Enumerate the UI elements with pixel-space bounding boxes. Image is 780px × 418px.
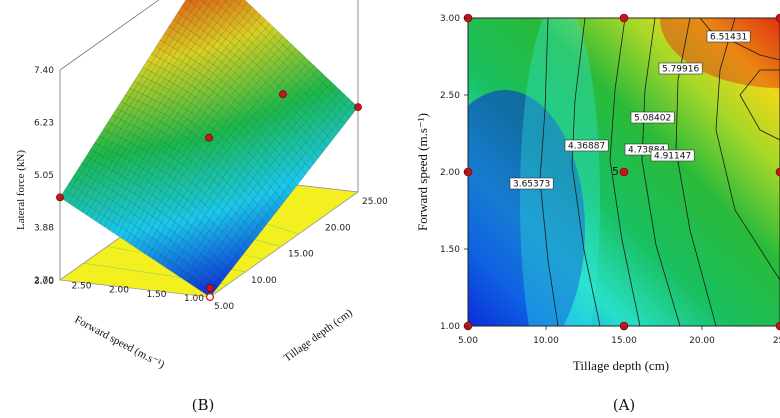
- contour-design-point: [775, 321, 780, 331]
- x-tick-label: 20.00: [689, 336, 715, 346]
- mid-region-shade: [520, 18, 600, 326]
- x-tick-label: 10.00: [533, 336, 559, 346]
- contour-line: [609, 18, 641, 326]
- contour-design-point: [619, 13, 629, 23]
- box-edge-top-back: [59, 0, 160, 71]
- contour-line: [641, 18, 681, 326]
- surface-cell: [223, 0, 228, 2]
- panel-label-a: (A): [613, 396, 636, 414]
- low-region-shade: [468, 90, 585, 326]
- x-axis-label: Tillage depth (cm): [282, 307, 355, 365]
- panel-label-b: (B): [192, 396, 215, 414]
- contour-design-point: [619, 167, 629, 177]
- x-tick-label: 5.00: [458, 336, 478, 346]
- z-tick-label: 7.40: [34, 66, 54, 76]
- contour-x-ticks: 5.00 10.00 15.00 20.00 25.: [458, 326, 780, 346]
- design-point-floor: [206, 293, 215, 302]
- design-point: [354, 103, 362, 112]
- contour-label: 5.08402: [634, 114, 671, 124]
- surface-plot-panel: 2.70 3.88 5.05 6.23 7.40 1.00 1.50 2.00 2.50 3.0…: [15, 0, 388, 414]
- y-tick-label: 1.00: [440, 322, 460, 332]
- contour-y-axis-label: Forward speed (m.s⁻¹): [415, 113, 430, 231]
- y-tick-label: 2.00: [440, 168, 460, 178]
- x-tick-label: 10.00: [251, 276, 277, 286]
- center-point-count: 5: [612, 165, 619, 178]
- contour-label-box: [706, 30, 751, 43]
- contour-x-axis-label: Tillage depth (cm): [573, 358, 669, 373]
- z-axis-ticks: 2.70 3.88 5.05 6.23 7.40: [34, 66, 54, 286]
- contour-label: 3.65373: [513, 180, 550, 190]
- z-axis-label: Lateral force (kN): [15, 150, 27, 230]
- y-tick-label: 3.00: [440, 14, 460, 24]
- contour-line: [715, 18, 780, 281]
- design-point: [205, 133, 213, 142]
- design-point: [279, 90, 287, 99]
- contour-label: 4.91147: [654, 152, 691, 162]
- y-tick-label: 2.00: [109, 286, 129, 296]
- contour-label-box: [630, 111, 675, 124]
- z-tick-label: 3.88: [34, 223, 54, 233]
- contour-line: [571, 18, 601, 326]
- design-point: [56, 193, 64, 202]
- y-tick-label: 1.50: [440, 245, 460, 255]
- contour-line: [739, 69, 780, 141]
- contour-label: 6.51431: [710, 33, 747, 43]
- design-point: [206, 284, 214, 292]
- contour-label-box: [658, 62, 703, 75]
- x-tick-label: 5.00: [214, 302, 234, 312]
- y-tick-label: 1.00: [184, 294, 204, 304]
- surface-design-points: [56, 90, 362, 302]
- surface-cell: [200, 0, 206, 4]
- x-axis-ticks: 5.00 10.00 15.00 20.00 25.00: [214, 197, 388, 312]
- contour-label-box: [564, 139, 609, 152]
- z-tick-label: 6.23: [34, 118, 54, 128]
- response-surface: [59, 0, 359, 298]
- contour-label: 4.36887: [568, 142, 605, 152]
- z-tick-label: 5.05: [34, 171, 54, 181]
- surface-cell: [212, 0, 220, 5]
- y-tick-label: 3.00: [34, 277, 54, 287]
- contour-label: 5.79916: [662, 65, 699, 75]
- contour-label-box: [624, 143, 669, 156]
- contour-label: 4.73884: [628, 146, 665, 156]
- x-tick-label: 20.00: [325, 223, 351, 233]
- x-tick-label: 15.00: [288, 250, 314, 260]
- y-axis-label: Forward speed (m.s⁻¹): [73, 314, 167, 372]
- contour-label-box: [509, 177, 554, 190]
- contour-design-point: [775, 13, 780, 23]
- contour-design-point: [775, 167, 780, 177]
- y-tick-label: 1.50: [146, 290, 166, 300]
- x-tick-label: 15.00: [611, 336, 637, 346]
- contour-y-ticks: 1.00 1.50 2.00 2.50 3.00: [440, 14, 468, 332]
- contour-label-box: [650, 149, 695, 162]
- z-tick-label: 2.70: [34, 276, 54, 286]
- y-tick-label: 2.50: [71, 281, 91, 291]
- x-tick-label: 25.: [773, 336, 780, 346]
- y-tick-label: 2.50: [440, 91, 460, 101]
- x-tick-label: 25.00: [362, 197, 388, 207]
- y-axis-ticks: 1.00 1.50 2.00 2.50 3.00: [34, 277, 204, 304]
